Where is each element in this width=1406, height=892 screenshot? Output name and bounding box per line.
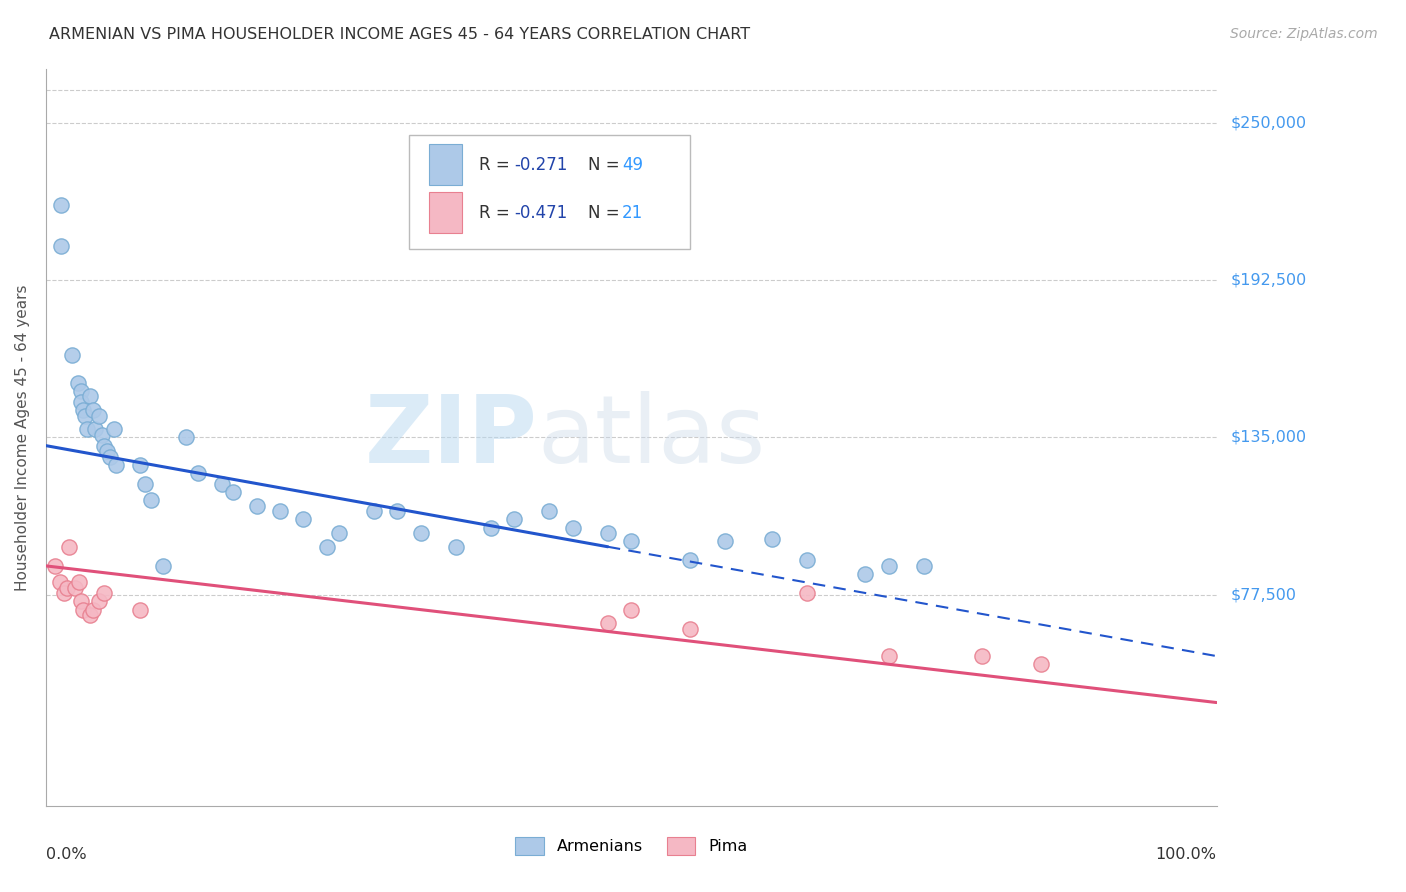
Point [877, 558, 900, 573]
Point [60, 349, 83, 363]
Text: ARMENIAN VS PIMA HOUSEHOLDER INCOME AGES 45 - 64 YEARS CORRELATION CHART: ARMENIAN VS PIMA HOUSEHOLDER INCOME AGES… [49, 27, 751, 42]
Point [87, 409, 110, 423]
Point [176, 430, 198, 444]
Point [211, 476, 233, 491]
Text: atlas: atlas [537, 392, 766, 483]
Point [128, 602, 150, 616]
Point [79, 389, 101, 403]
Point [503, 512, 526, 526]
Point [65, 581, 87, 595]
Text: $192,500: $192,500 [1230, 273, 1306, 288]
Point [93, 586, 115, 600]
Text: 0.0%: 0.0% [46, 847, 87, 862]
Point [128, 458, 150, 472]
Point [82, 602, 104, 616]
Point [596, 616, 619, 631]
Point [328, 526, 350, 541]
Point [98, 450, 121, 464]
FancyBboxPatch shape [429, 193, 461, 233]
Text: 100.0%: 100.0% [1156, 847, 1216, 862]
Point [292, 512, 315, 526]
Point [72, 602, 94, 616]
Point [56, 581, 79, 595]
Point [1029, 657, 1052, 672]
Point [620, 534, 643, 549]
Point [187, 466, 209, 480]
Point [70, 395, 93, 409]
Point [87, 594, 110, 608]
Point [972, 649, 994, 664]
Point [96, 444, 118, 458]
Text: $77,500: $77,500 [1230, 587, 1296, 602]
Point [877, 649, 900, 664]
Point [82, 403, 104, 417]
Point [316, 540, 339, 554]
Point [52, 586, 75, 600]
Point [246, 499, 269, 513]
Point [70, 384, 93, 398]
Point [796, 553, 818, 567]
Point [596, 526, 619, 541]
Text: 21: 21 [621, 204, 643, 222]
Point [141, 493, 163, 508]
Point [134, 476, 156, 491]
Legend: Armenians, Pima: Armenians, Pima [509, 831, 754, 861]
Point [385, 504, 408, 518]
FancyBboxPatch shape [409, 135, 690, 249]
Point [269, 504, 291, 518]
Text: R =: R = [479, 204, 515, 222]
Point [66, 376, 89, 390]
Point [152, 558, 174, 573]
Point [58, 540, 80, 554]
Point [409, 526, 432, 541]
Point [93, 439, 115, 453]
Point [79, 608, 101, 623]
Point [49, 575, 72, 590]
Point [479, 521, 502, 535]
Point [44, 558, 66, 573]
Text: Source: ZipAtlas.com: Source: ZipAtlas.com [1230, 27, 1378, 41]
Text: N =: N = [588, 204, 624, 222]
Text: $135,000: $135,000 [1230, 430, 1306, 445]
FancyBboxPatch shape [429, 145, 461, 185]
Text: 49: 49 [621, 156, 643, 174]
Point [714, 534, 737, 549]
Text: -0.271: -0.271 [515, 156, 568, 174]
Point [912, 558, 935, 573]
Point [363, 504, 385, 518]
Text: -0.471: -0.471 [515, 204, 568, 222]
Point [796, 586, 818, 600]
Point [105, 458, 128, 472]
Text: R =: R = [479, 156, 515, 174]
Point [761, 532, 783, 546]
Point [561, 521, 583, 535]
Text: ZIP: ZIP [364, 392, 537, 483]
Point [538, 504, 561, 518]
Text: N =: N = [588, 156, 624, 174]
Point [67, 575, 90, 590]
Text: $250,000: $250,000 [1230, 116, 1306, 130]
Point [853, 567, 876, 582]
Point [222, 485, 245, 500]
Y-axis label: Householder Income Ages 45 - 64 years: Householder Income Ages 45 - 64 years [15, 285, 30, 591]
Point [91, 427, 114, 442]
Point [103, 422, 125, 436]
Point [70, 594, 93, 608]
Point [679, 553, 702, 567]
Point [84, 422, 107, 436]
Point [72, 403, 94, 417]
Point [73, 409, 96, 423]
Point [679, 622, 702, 636]
Point [620, 602, 643, 616]
Point [51, 239, 73, 253]
Point [51, 198, 73, 212]
Point [76, 422, 98, 436]
Point [444, 540, 467, 554]
